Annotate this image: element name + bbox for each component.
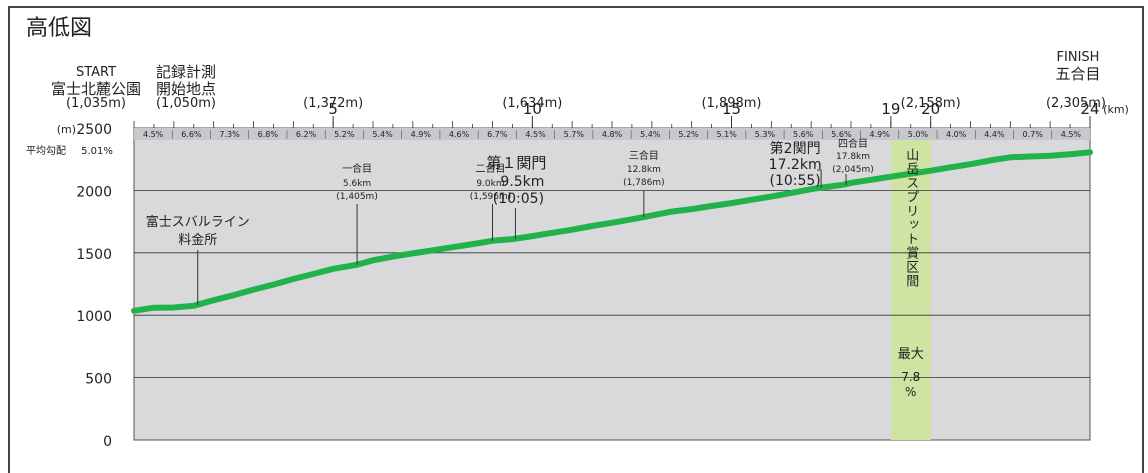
chart-frame — [8, 6, 1144, 473]
annotation-label: (1,596m) — [470, 192, 512, 202]
grade-label: 4.5% — [1061, 130, 1082, 139]
elevation-line — [131, 149, 1093, 314]
grade-label: 6.2% — [296, 130, 317, 139]
annotation-label: 第１関門 — [486, 154, 546, 172]
grade-label: 4.5% — [143, 130, 164, 139]
annotation-label: 17.8km — [836, 152, 870, 162]
plot-area — [133, 127, 1091, 441]
annotation-label: 12.8km — [627, 165, 661, 175]
grade-label: 5.6% — [831, 130, 852, 139]
y-tick-label: 1000 — [76, 309, 112, 325]
start-label: START — [76, 65, 116, 80]
x-tick-label: 19 — [881, 100, 900, 118]
annotation-label: (10:05) — [493, 191, 544, 207]
grade-label: 4.8% — [602, 130, 623, 139]
y-tick-label: 0 — [103, 434, 112, 450]
y-tick-label: 2500 — [76, 122, 112, 138]
annotation-label: 一合目 — [342, 162, 372, 175]
y-tick-label: 2000 — [76, 184, 112, 200]
grade-label: 5.7% — [564, 130, 585, 139]
timing-place-label: 開始地点 — [156, 80, 216, 98]
elevation-label: (2,305m) — [1046, 96, 1106, 111]
y-axis-unit: (m) — [57, 123, 76, 136]
grade-label: 5.4% — [640, 130, 661, 139]
grade-label: 5.6% — [793, 130, 814, 139]
annotation-label: (1,405m) — [336, 192, 378, 202]
annotation-label: 富士スバルライン — [146, 214, 250, 230]
grade-label: 5.3% — [755, 130, 776, 139]
sprint-max-value: 7.8 — [901, 370, 920, 384]
grade-label: 5.4% — [372, 130, 393, 139]
elevation-label: (2,158m) — [901, 96, 961, 111]
annotation-label: 四合目 — [838, 137, 868, 150]
grade-label: 4.4% — [984, 130, 1005, 139]
sprint-band — [890, 128, 931, 440]
annotation-label: 第2関門 — [770, 140, 821, 157]
average-grade-label: 平均勾配 — [26, 144, 66, 157]
elevation-label: (1,050m) — [156, 96, 216, 111]
grade-label: 4.9% — [411, 130, 432, 139]
grade-label: 4.5% — [525, 130, 546, 139]
annotation-leader — [817, 169, 822, 188]
annotation-label: (1,786m) — [623, 178, 665, 188]
grade-label: 4.9% — [870, 130, 891, 139]
annotation-label: (10:55) — [769, 173, 820, 189]
annotation-label: 料金所 — [178, 232, 217, 248]
x-tick-label: 15 — [722, 100, 741, 118]
grade-label: 6.8% — [258, 130, 279, 139]
finish-place-label: 五合目 — [1055, 65, 1100, 83]
x-tick-label: 5 — [328, 100, 338, 118]
grade-label: 7.3% — [219, 130, 240, 139]
x-axis-unit: (km) — [1103, 103, 1129, 116]
elevation-label: (1,634m) — [502, 96, 562, 111]
average-grade-value: 5.01% — [81, 146, 113, 157]
grade-label: 0.7% — [1022, 130, 1043, 139]
elevation-label: (1,035m) — [66, 96, 126, 111]
sprint-label: 山岳スプリット賞区間 — [903, 148, 919, 288]
timing-label: 記録計測 — [156, 63, 216, 81]
finish-label: FINISH — [1057, 50, 1100, 65]
y-tick-label: 1500 — [76, 247, 112, 263]
page-title: 高低図 — [26, 16, 93, 41]
grade-strip — [134, 128, 1090, 140]
annotation-label: 9.5km — [500, 174, 544, 190]
grade-label: 4.0% — [946, 130, 967, 139]
grade-label: 5.2% — [678, 130, 699, 139]
elevation-label: (1,372m) — [303, 96, 363, 111]
x-tick-label: 10 — [523, 100, 542, 118]
grade-label: 5.0% — [908, 130, 929, 139]
grade-label: 5.2% — [334, 130, 355, 139]
annotation-label: 5.6km — [343, 179, 371, 189]
annotation-label: 9.0km — [476, 179, 504, 189]
grade-label: 5.1% — [717, 130, 738, 139]
annotation-label: 二合目 — [476, 162, 506, 175]
x-tick-label: 24 — [1080, 100, 1099, 118]
grade-label: 6.6% — [181, 130, 202, 139]
grade-label: 4.6% — [449, 130, 470, 139]
annotation-label: 三合目 — [629, 149, 659, 162]
annotation-label: 17.2km — [769, 157, 822, 173]
sprint-max-label: 最大 — [898, 347, 924, 362]
elevation-label: (1,898m) — [701, 96, 761, 111]
annotation-label: (2,045m) — [832, 165, 874, 175]
start-place-label: 富士北麓公園 — [51, 80, 141, 98]
sprint-max-unit: % — [905, 385, 916, 399]
grade-label: 6.7% — [487, 130, 508, 139]
y-tick-label: 500 — [85, 372, 112, 388]
x-tick-label: 20 — [921, 100, 940, 118]
